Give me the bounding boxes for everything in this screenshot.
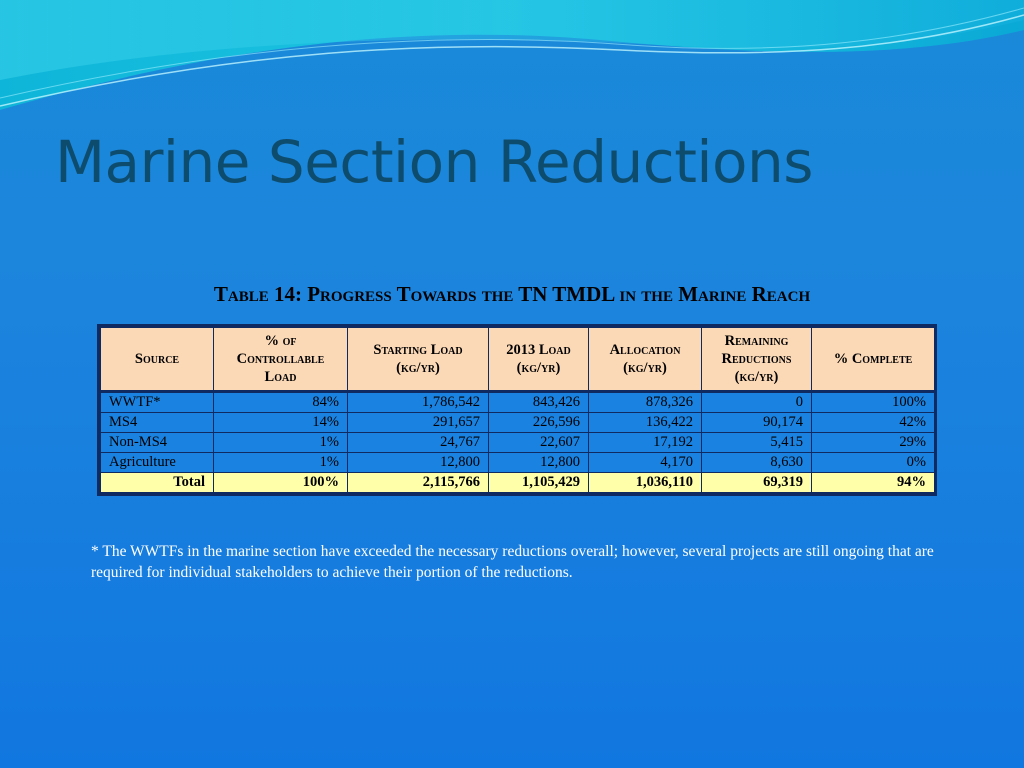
table-cell: 843,426: [488, 391, 589, 413]
total-label-cell: Total: [100, 472, 214, 493]
total-cell: 1,036,110: [588, 472, 702, 493]
table-cell: 42%: [811, 412, 935, 433]
table-cell: 1%: [213, 432, 348, 453]
table-cell: 12,800: [347, 452, 489, 473]
row-source-cell: Non-MS4: [100, 432, 214, 453]
header-2013-load: 2013 Load (kg/yr): [488, 327, 589, 392]
header-allocation: Allocation (kg/yr): [588, 327, 702, 392]
table-cell: 100%: [811, 391, 935, 413]
table-total-row: Total 100% 2,115,766 1,105,429 1,036,110…: [100, 472, 935, 493]
header-percent-complete: % Complete: [811, 327, 935, 392]
row-source-cell: MS4: [100, 412, 214, 433]
row-source-cell: WWTF*: [100, 391, 214, 413]
table-cell: 291,657: [347, 412, 489, 433]
table-cell: 90,174: [701, 412, 812, 433]
header-remaining-reductions: Remaining Reductions (kg/yr): [701, 327, 812, 392]
table-row: WWTF* 84% 1,786,542 843,426 878,326 0 10…: [100, 391, 935, 413]
table-cell: 136,422: [588, 412, 702, 433]
table-cell: 4,170: [588, 452, 702, 473]
total-cell: 69,319: [701, 472, 812, 493]
table-row: Non-MS4 1% 24,767 22,607 17,192 5,415 29…: [100, 432, 935, 453]
table-cell: 17,192: [588, 432, 702, 453]
table-cell: 226,596: [488, 412, 589, 433]
table-caption: Table 14: Progress Towards the TN TMDL i…: [213, 282, 811, 306]
total-cell: 2,115,766: [347, 472, 489, 493]
table-cell: 0%: [811, 452, 935, 473]
header-percent-controllable-load: % of Controllable Load: [213, 327, 348, 392]
table-cell: 878,326: [588, 391, 702, 413]
table-cell: 84%: [213, 391, 348, 413]
table-cell: 12,800: [488, 452, 589, 473]
table-cell: 14%: [213, 412, 348, 433]
table-cell: 1%: [213, 452, 348, 473]
row-source-cell: Agriculture: [100, 452, 214, 473]
slide-title: Marine Section Reductions: [55, 128, 814, 196]
table-cell: 1,786,542: [347, 391, 489, 413]
total-cell: 1,105,429: [488, 472, 589, 493]
table-cell: 24,767: [347, 432, 489, 453]
progress-table: Source % of Controllable Load Starting L…: [100, 327, 935, 493]
header-starting-load: Starting Load (kg/yr): [347, 327, 489, 392]
total-cell: 100%: [213, 472, 348, 493]
header-source: Source: [100, 327, 214, 392]
table-cell: 5,415: [701, 432, 812, 453]
table-cell: 0: [701, 391, 812, 413]
decorative-wave-banner: [0, 0, 1024, 110]
total-cell: 94%: [811, 472, 935, 493]
progress-table-frame: Source % of Controllable Load Starting L…: [97, 324, 937, 496]
table-cell: 29%: [811, 432, 935, 453]
table-header-row: Source % of Controllable Load Starting L…: [100, 327, 935, 392]
table-cell: 8,630: [701, 452, 812, 473]
table-row: MS4 14% 291,657 226,596 136,422 90,174 4…: [100, 412, 935, 433]
table-footnote: * The WWTFs in the marine section have e…: [91, 542, 934, 581]
table-row: Agriculture 1% 12,800 12,800 4,170 8,630…: [100, 452, 935, 473]
table-cell: 22,607: [488, 432, 589, 453]
